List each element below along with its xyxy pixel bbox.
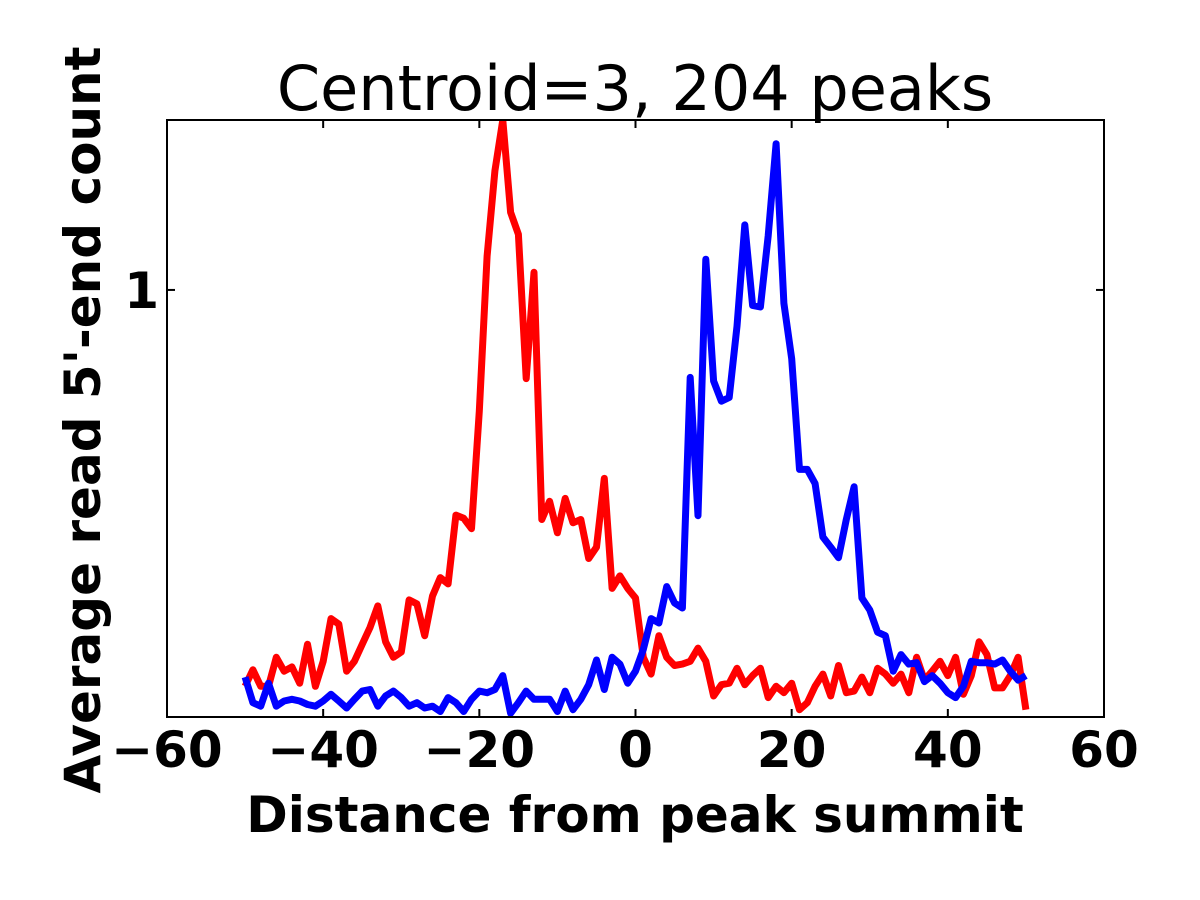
- ticks: −60 −40 −20 0 20 40 60 1: [111, 120, 1139, 779]
- chart-title: Centroid=3, 204 peaks: [277, 52, 993, 125]
- plot-area: [241, 120, 1030, 717]
- x-axis-label: Distance from peak summit: [246, 786, 1024, 844]
- x-tick-label: 0: [618, 721, 653, 779]
- series-line-2: [241, 140, 1028, 717]
- x-tick-label: −40: [267, 721, 378, 779]
- series-line-1: [241, 120, 1030, 714]
- x-tick-label: 40: [913, 721, 983, 779]
- y-tick-label: 1: [124, 262, 159, 320]
- x-tick-label: −20: [424, 721, 535, 779]
- x-tick-label: 60: [1069, 721, 1139, 779]
- x-tick-label: 20: [757, 721, 827, 779]
- x-tick-label: −60: [111, 721, 222, 779]
- y-axis-label: Average read 5'-end count: [54, 46, 112, 793]
